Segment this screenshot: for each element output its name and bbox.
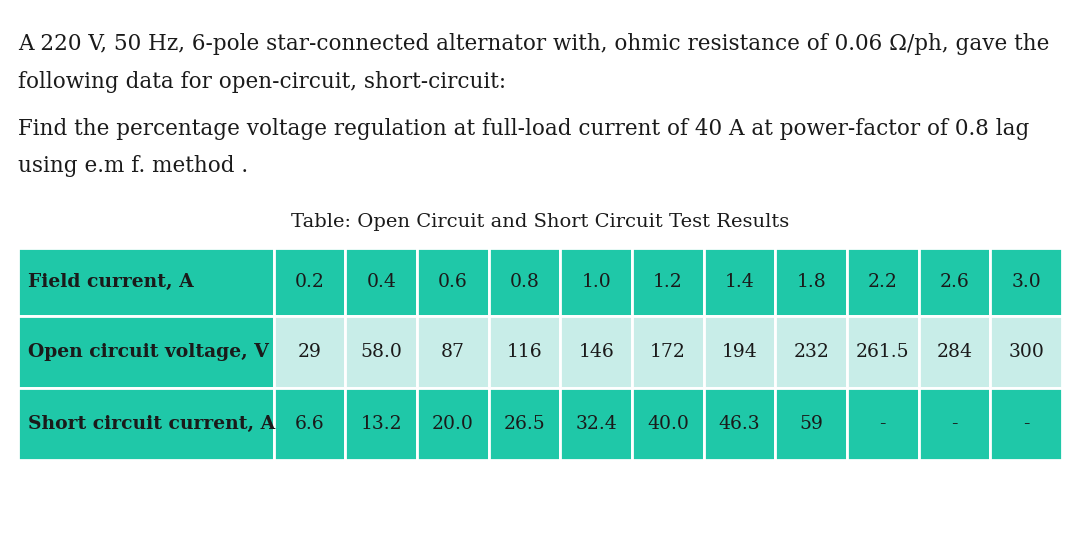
Text: 1.4: 1.4 xyxy=(725,273,755,291)
Text: 194: 194 xyxy=(721,343,757,361)
Text: Find the percentage voltage regulation at full-load current of 40 A at power-fac: Find the percentage voltage regulation a… xyxy=(18,118,1029,140)
FancyBboxPatch shape xyxy=(919,316,990,388)
FancyBboxPatch shape xyxy=(18,248,274,316)
Text: A 220 V, 50 Hz, 6-pole star-connected alternator with, ohmic resistance of 0.06 : A 220 V, 50 Hz, 6-pole star-connected al… xyxy=(18,33,1050,55)
Text: 29: 29 xyxy=(298,343,322,361)
Text: -: - xyxy=(951,415,958,433)
Text: 0.8: 0.8 xyxy=(510,273,540,291)
Text: 172: 172 xyxy=(650,343,686,361)
Text: -: - xyxy=(879,415,886,433)
Text: 6.6: 6.6 xyxy=(295,415,324,433)
Text: 58.0: 58.0 xyxy=(361,343,402,361)
Text: using e.m f. method .: using e.m f. method . xyxy=(18,155,248,177)
Text: 300: 300 xyxy=(1009,343,1044,361)
Text: 32.4: 32.4 xyxy=(576,415,617,433)
FancyBboxPatch shape xyxy=(274,388,346,460)
Text: 0.4: 0.4 xyxy=(366,273,396,291)
FancyBboxPatch shape xyxy=(18,316,274,388)
FancyBboxPatch shape xyxy=(489,388,561,460)
FancyBboxPatch shape xyxy=(704,316,775,388)
Text: 1.2: 1.2 xyxy=(653,273,683,291)
FancyBboxPatch shape xyxy=(346,316,417,388)
FancyBboxPatch shape xyxy=(990,388,1062,460)
FancyBboxPatch shape xyxy=(704,248,775,316)
Text: 284: 284 xyxy=(936,343,972,361)
FancyBboxPatch shape xyxy=(632,388,704,460)
FancyBboxPatch shape xyxy=(847,388,919,460)
Text: 146: 146 xyxy=(579,343,615,361)
FancyBboxPatch shape xyxy=(847,248,919,316)
FancyBboxPatch shape xyxy=(489,316,561,388)
Text: Open circuit voltage, V: Open circuit voltage, V xyxy=(28,343,269,361)
FancyBboxPatch shape xyxy=(990,316,1062,388)
FancyBboxPatch shape xyxy=(919,248,990,316)
FancyBboxPatch shape xyxy=(775,388,847,460)
FancyBboxPatch shape xyxy=(561,316,632,388)
FancyBboxPatch shape xyxy=(990,248,1062,316)
Text: Field current, A: Field current, A xyxy=(28,273,193,291)
Text: 59: 59 xyxy=(799,415,823,433)
Text: 46.3: 46.3 xyxy=(718,415,760,433)
Text: 261.5: 261.5 xyxy=(856,343,909,361)
Text: 20.0: 20.0 xyxy=(432,415,474,433)
Text: 0.6: 0.6 xyxy=(438,273,468,291)
FancyBboxPatch shape xyxy=(847,316,919,388)
FancyBboxPatch shape xyxy=(632,316,704,388)
FancyBboxPatch shape xyxy=(561,248,632,316)
Text: 13.2: 13.2 xyxy=(361,415,402,433)
Text: 0.2: 0.2 xyxy=(295,273,325,291)
Text: 1.0: 1.0 xyxy=(581,273,611,291)
FancyBboxPatch shape xyxy=(919,388,990,460)
FancyBboxPatch shape xyxy=(632,248,704,316)
Text: 40.0: 40.0 xyxy=(647,415,689,433)
FancyBboxPatch shape xyxy=(775,248,847,316)
FancyBboxPatch shape xyxy=(489,248,561,316)
FancyBboxPatch shape xyxy=(346,248,417,316)
Text: 3.0: 3.0 xyxy=(1011,273,1041,291)
Text: 87: 87 xyxy=(441,343,464,361)
FancyBboxPatch shape xyxy=(274,248,346,316)
FancyBboxPatch shape xyxy=(775,316,847,388)
Text: 2.6: 2.6 xyxy=(940,273,970,291)
Text: -: - xyxy=(1023,415,1029,433)
Text: 26.5: 26.5 xyxy=(503,415,545,433)
Text: Short circuit current, A: Short circuit current, A xyxy=(28,415,275,433)
Text: 1.8: 1.8 xyxy=(796,273,826,291)
FancyBboxPatch shape xyxy=(417,316,489,388)
FancyBboxPatch shape xyxy=(417,388,489,460)
Text: Table: Open Circuit and Short Circuit Test Results: Table: Open Circuit and Short Circuit Te… xyxy=(291,213,789,231)
FancyBboxPatch shape xyxy=(18,388,274,460)
Text: 232: 232 xyxy=(794,343,829,361)
Text: 116: 116 xyxy=(507,343,542,361)
Text: following data for open-circuit, short-circuit:: following data for open-circuit, short-c… xyxy=(18,71,507,93)
FancyBboxPatch shape xyxy=(274,316,346,388)
FancyBboxPatch shape xyxy=(704,388,775,460)
FancyBboxPatch shape xyxy=(561,388,632,460)
Text: 2.2: 2.2 xyxy=(868,273,897,291)
FancyBboxPatch shape xyxy=(346,388,417,460)
FancyBboxPatch shape xyxy=(417,248,489,316)
